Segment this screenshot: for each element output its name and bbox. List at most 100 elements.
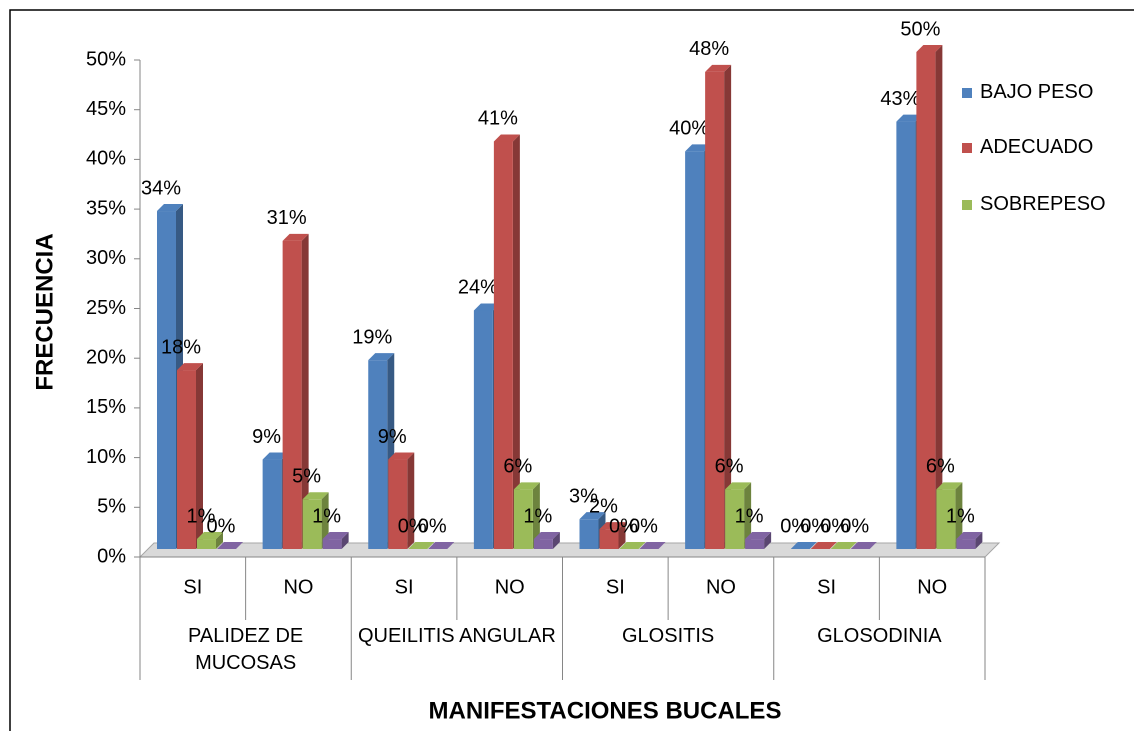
value-label: 6% [715,456,744,478]
bar-top [282,233,309,241]
y-tick-label: 40% [86,148,126,170]
legend-swatch [962,143,972,153]
x-tick-label: NO [283,576,313,598]
value-label: 0% [398,515,427,537]
bar [916,52,936,549]
bar [493,141,513,549]
bar-top [513,482,540,490]
value-label: 19% [352,326,392,348]
x-tick-label: SI [183,576,202,598]
bar-side [407,452,415,549]
group-label: GLOSITIS [622,625,715,647]
value-label: 6% [503,456,532,478]
y-tick-label: 10% [86,446,126,468]
bar-side [196,363,203,549]
group-label-box: PALIDEZ DE MUCOSAS [188,625,304,674]
bar-top [916,45,943,52]
bar [197,539,216,549]
group-label: GLOSODINIA [817,625,942,647]
bar-top [493,134,520,142]
y-tick-label: 20% [86,346,126,368]
bar-top [302,492,329,500]
bar [599,529,619,549]
bar-top [157,204,183,212]
y-tick-label: 30% [86,247,126,269]
bar-top [388,452,415,460]
value-label: 9% [378,426,407,448]
bar [936,489,956,549]
value-label: 9% [252,426,281,448]
legend-label: ADECUADO [980,136,1094,158]
legend-label-box: ADECUADO [980,136,1094,158]
bar [388,459,408,549]
bar-top [533,532,560,540]
y-tick-label: 45% [86,98,126,120]
legend-label: BAJO PESO [980,81,1094,103]
value-label: 1% [187,505,216,527]
legend-label-box: SOBREPESO [980,193,1106,215]
bar-top [830,542,857,549]
value-label: 40% [669,118,709,140]
bar-side [552,532,560,549]
group-label: PALIDEZ DE MUCOSAS [188,625,304,674]
value-label: 1% [946,505,975,527]
value-label: 0% [820,515,849,537]
bar [745,539,765,549]
value-label: 34% [141,177,181,199]
bar [685,151,705,549]
value-label: 0% [800,515,829,537]
bar-top [473,303,500,311]
value-label: 41% [478,108,518,130]
bar-top [639,542,666,549]
bar-side [935,45,943,549]
bar [725,489,745,549]
bar-top [725,482,752,490]
bar-top [705,64,732,72]
value-label: 48% [689,38,729,60]
bar-side [744,482,752,549]
value-label: 43% [880,88,920,110]
x-tick-label: NO [917,576,947,598]
legend-label-box: BAJO PESO [980,81,1094,103]
bar-side [618,522,626,549]
value-label: 0% [207,515,236,537]
bar-top [322,532,349,540]
bar-side [341,532,349,549]
value-label: 1% [312,505,341,527]
bar-side [975,532,983,549]
value-label: 3% [569,485,598,507]
group-label-box: QUEILITIS ANGULAR [358,625,556,647]
value-label: 0% [840,515,869,537]
bar [513,489,533,549]
value-label: 6% [926,456,955,478]
value-label: 0% [418,515,447,537]
legend-swatch [962,88,972,98]
value-label: 31% [267,207,307,229]
bar [282,240,302,550]
bar-side [724,64,732,549]
x-tick-label: NO [706,576,736,598]
y-tick-label: 35% [86,197,126,219]
x-tick-label: SI [395,576,414,598]
value-label: 5% [292,466,321,488]
y-tick-label: 15% [86,396,126,418]
bar [956,539,976,549]
bar-top [217,542,243,549]
legend-swatch [962,200,972,210]
y-tick-label: 5% [97,496,126,518]
bar-side [301,233,309,550]
value-label: 50% [900,18,940,40]
bar-top [956,532,983,540]
bar [302,499,322,549]
bar-side [512,134,520,549]
x-tick-label: SI [606,576,625,598]
bar-side [955,482,963,549]
bar-top [790,542,817,549]
bar-top [936,482,963,490]
bar-top [177,363,203,371]
value-label: 18% [161,336,201,358]
bar-top [579,512,606,520]
bar [262,459,282,549]
bar-top [368,353,395,361]
